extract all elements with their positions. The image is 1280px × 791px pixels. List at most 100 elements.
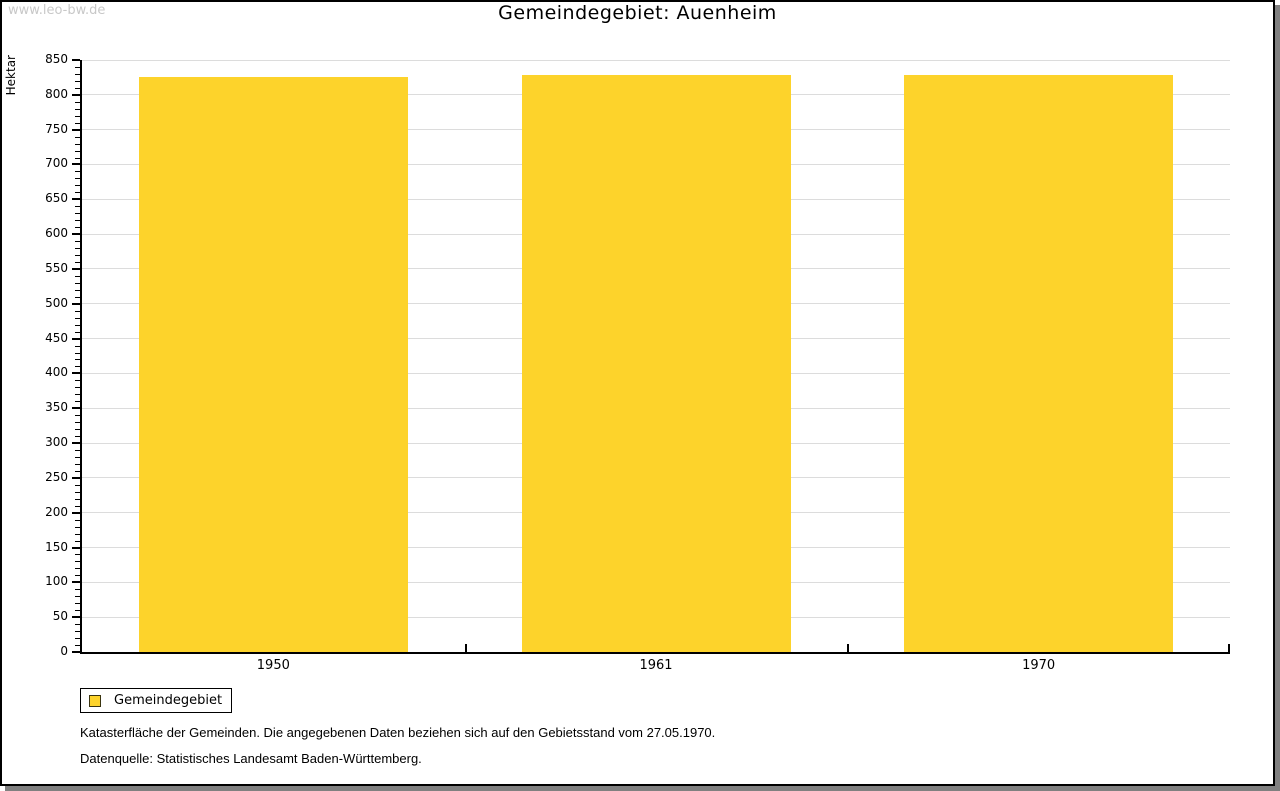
y-tick-minor — [75, 422, 80, 424]
watermark: www.leo-bw.de — [8, 3, 106, 18]
y-tick-minor — [75, 261, 80, 263]
y-tick-label: 450 — [45, 330, 68, 345]
y-tick-minor — [75, 317, 80, 319]
y-tick-minor — [75, 401, 80, 403]
y-tick-minor — [75, 178, 80, 180]
bar — [904, 75, 1174, 652]
y-tick-minor — [75, 73, 80, 75]
y-tick-minor — [75, 470, 80, 472]
chart-title: Gemeindegebiet: Auenheim — [498, 2, 777, 24]
y-tick-minor — [75, 436, 80, 438]
y-tick-major — [72, 128, 80, 131]
y-tick-minor — [75, 526, 80, 528]
y-tick-minor — [75, 491, 80, 493]
y-tick-major — [72, 476, 80, 479]
footnote-data-source: Datenquelle: Statistisches Landesamt Bad… — [80, 751, 422, 766]
y-tick-minor — [75, 456, 80, 458]
y-tick-major — [72, 407, 80, 410]
y-tick-label: 500 — [45, 295, 68, 310]
y-tick-minor — [75, 220, 80, 222]
y-tick-minor — [75, 101, 80, 103]
y-tick-minor — [75, 624, 80, 626]
y-tick-label: 200 — [45, 504, 68, 519]
y-tick-minor — [75, 540, 80, 542]
footnote-source-note: Katasterfläche der Gemeinden. Die angege… — [80, 725, 716, 740]
y-tick-minor — [75, 533, 80, 535]
y-tick-minor — [75, 136, 80, 138]
y-tick-minor — [75, 484, 80, 486]
y-tick-minor — [75, 568, 80, 570]
y-tick-label: 300 — [45, 435, 68, 450]
y-tick-minor — [75, 185, 80, 187]
y-tick-minor — [75, 282, 80, 284]
y-tick-label: 250 — [45, 469, 68, 484]
x-tick — [1228, 644, 1230, 652]
y-tick-minor — [75, 359, 80, 361]
y-tick-minor — [75, 463, 80, 465]
y-tick-major — [72, 511, 80, 514]
y-tick-major — [72, 302, 80, 305]
y-tick-minor — [75, 296, 80, 298]
y-tick-minor — [75, 589, 80, 591]
y-tick-minor — [75, 380, 80, 382]
y-tick-minor — [75, 345, 80, 347]
y-tick-minor — [75, 192, 80, 194]
x-tick — [464, 644, 467, 652]
y-tick-minor — [75, 596, 80, 598]
x-tick — [847, 644, 850, 652]
x-tick-label: 1961 — [639, 658, 673, 673]
y-tick-minor — [75, 387, 80, 389]
y-tick-minor — [75, 561, 80, 563]
y-tick-minor — [75, 394, 80, 396]
bar — [138, 76, 408, 652]
y-tick-minor — [75, 450, 80, 452]
y-tick-minor — [75, 554, 80, 556]
y-tick-major — [72, 198, 80, 201]
legend-label: Gemeindegebiet — [114, 693, 223, 708]
bar — [521, 75, 791, 652]
y-axis-title: Hektar — [4, 55, 18, 96]
y-tick-minor — [75, 324, 80, 326]
y-tick-minor — [75, 108, 80, 110]
y-tick-minor — [75, 352, 80, 354]
y-tick-minor — [75, 498, 80, 500]
y-tick-minor — [75, 631, 80, 633]
y-tick-label: 350 — [45, 400, 68, 415]
y-tick-minor — [75, 248, 80, 250]
y-tick-minor — [75, 115, 80, 117]
y-tick-major — [72, 442, 80, 445]
y-tick-minor — [75, 66, 80, 68]
y-tick-minor — [75, 610, 80, 612]
y-tick-minor — [75, 638, 80, 640]
y-tick-major — [72, 337, 80, 340]
y-tick-major — [72, 616, 80, 619]
y-gridline — [82, 59, 1230, 61]
y-tick-minor — [75, 150, 80, 152]
y-tick-major — [72, 372, 80, 375]
y-tick-label: 400 — [45, 365, 68, 380]
y-tick-label: 850 — [45, 52, 68, 66]
y-tick-label: 650 — [45, 191, 68, 206]
y-tick-minor — [75, 310, 80, 312]
y-tick-minor — [75, 575, 80, 577]
y-tick-major — [72, 59, 80, 61]
y-tick-major — [72, 546, 80, 549]
y-tick-minor — [75, 157, 80, 159]
y-tick-minor — [75, 275, 80, 277]
y-tick-minor — [75, 241, 80, 243]
y-tick-minor — [75, 519, 80, 521]
y-tick-label: 800 — [45, 86, 68, 101]
y-tick-minor — [75, 255, 80, 256]
y-tick-minor — [75, 143, 80, 145]
y-tick-minor — [75, 87, 80, 89]
y-tick-minor — [75, 213, 80, 215]
legend: Gemeindegebiet — [80, 688, 232, 713]
y-tick-minor — [75, 289, 80, 291]
y-tick-minor — [75, 171, 80, 173]
y-tick-minor — [75, 122, 80, 124]
y-tick-minor — [75, 645, 80, 647]
y-tick-minor — [75, 331, 80, 333]
y-tick-major — [72, 651, 80, 653]
x-tick-label: 1970 — [1022, 658, 1056, 673]
